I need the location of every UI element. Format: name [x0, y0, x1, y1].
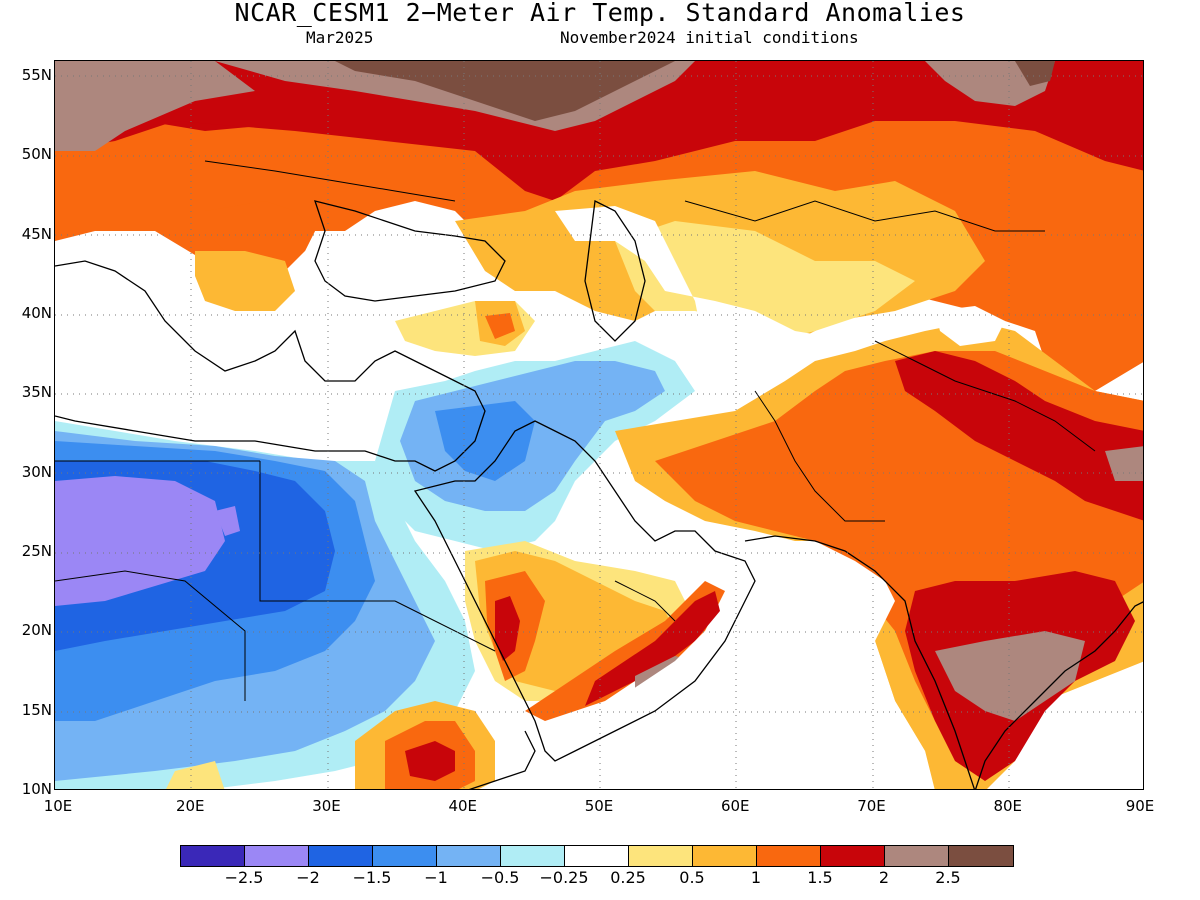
lat-tick-label: 35N	[21, 383, 52, 402]
anomaly-region-turkey-red	[485, 313, 515, 339]
lat-tick-label: 20N	[21, 621, 52, 640]
colorbar-swatch	[885, 846, 949, 866]
lat-tick-label: 45N	[21, 224, 52, 243]
anomaly-region-centralasia-05	[615, 221, 915, 341]
anomaly-region-north-2b	[55, 81, 1143, 201]
colorbar-label: −2	[296, 868, 320, 887]
colorbar-swatch	[949, 846, 1013, 866]
colorbar	[180, 845, 1014, 867]
colorbar-swatch	[245, 846, 309, 866]
anomaly-region-africa-purple	[55, 476, 225, 606]
anomaly-region-oman-2	[585, 591, 720, 706]
lon-tick-label: 60E	[720, 797, 750, 815]
lat-tick-label: 10N	[21, 780, 52, 798]
colorbar-label: −1	[424, 868, 448, 887]
lon-tick-label: 20E	[175, 797, 205, 815]
colorbar-swatch	[373, 846, 437, 866]
chart-title: NCAR_CESM1 2−Meter Air Temp. Standard An…	[234, 0, 966, 27]
lon-tick-label: 80E	[993, 797, 1023, 815]
lat-tick-label: 50N	[21, 145, 52, 164]
colorbar-label: 0.25	[610, 868, 646, 887]
country-borders	[55, 160, 1096, 701]
lon-tick-label: 30E	[312, 797, 341, 815]
anomaly-region-nepal-brown	[1105, 446, 1143, 481]
colorbar-label: 0.5	[679, 868, 705, 887]
anomaly-region-himalaya-2	[895, 351, 1143, 521]
lat-tick-label: 40N	[21, 303, 52, 322]
anomaly-region-mideast-blue2	[435, 401, 535, 481]
lat-tick-label: 30N	[21, 462, 52, 481]
anomaly-region-oman-15	[525, 581, 725, 721]
anomaly-region-brown-north	[55, 61, 255, 151]
colorbar-swatch	[437, 846, 501, 866]
anomaly-region-africa-yellow	[166, 761, 225, 789]
lon-tick-label: 50E	[584, 797, 614, 815]
lon-tick-label: 40E	[448, 797, 478, 815]
colorbar-label: 1.5	[807, 868, 833, 887]
anomaly-region-india-south-brown	[935, 631, 1085, 721]
lon-tick-label: 70E	[857, 797, 886, 815]
colorbar-label: −0.25	[539, 868, 589, 887]
lat-tick-label: 25N	[21, 541, 52, 560]
anomaly-region-india-ocean-white	[615, 541, 935, 789]
colorbar-swatch	[693, 846, 757, 866]
lon-tick-label: 10E	[43, 797, 73, 815]
anomaly-region-darkbrown-ne	[1015, 61, 1055, 86]
anomaly-region-balkans-1	[195, 251, 295, 311]
lon-tick-label: 90E	[1125, 797, 1155, 815]
coastlines	[55, 200, 1143, 789]
anomaly-map	[55, 61, 1143, 789]
initial-conditions: November2024 initial conditions	[560, 28, 859, 47]
colorbar-label: −0.5	[480, 868, 520, 887]
anomaly-region-arabia-2	[495, 596, 520, 661]
anomaly-region-white-caspian	[555, 206, 855, 391]
colorbar-swatch	[309, 846, 373, 866]
anomaly-region-tibet-white	[935, 306, 1005, 346]
lat-tick-label: 15N	[21, 700, 52, 719]
anomaly-region-africa-purple2	[215, 506, 240, 536]
colorbar-label: 1	[750, 868, 762, 887]
map-frame	[54, 60, 1144, 790]
colorbar-label: −2.5	[224, 868, 264, 887]
colorbar-swatch	[181, 846, 245, 866]
colorbar-swatch	[565, 846, 629, 866]
colorbar-swatch	[757, 846, 821, 866]
anomaly-region-horn-2	[405, 741, 455, 781]
lat-tick-label: 55N	[21, 65, 52, 84]
colorbar-label: 2.5	[935, 868, 961, 887]
colorbar-label: −1.5	[352, 868, 392, 887]
colorbar-swatch	[501, 846, 565, 866]
colorbar-label: 2	[878, 868, 890, 887]
colorbar-swatch	[821, 846, 885, 866]
colorbar-swatch	[629, 846, 693, 866]
valid-month: Mar2025	[306, 28, 374, 47]
anomaly-region-mideast-blue	[400, 361, 665, 511]
